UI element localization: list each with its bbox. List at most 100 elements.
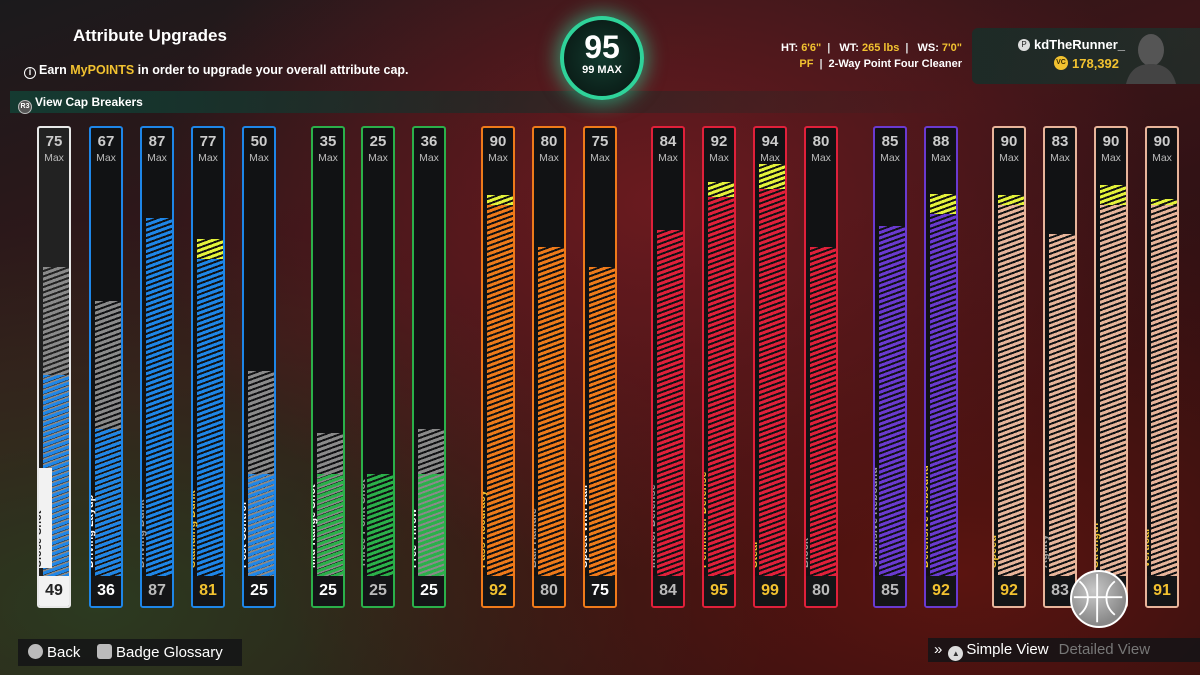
- attribute-rating-value: 25: [363, 576, 393, 606]
- attribute-cap-label: Max: [368, 152, 388, 164]
- attribute-cap-value: 87: [148, 133, 166, 150]
- attribute-rating-bar: [759, 188, 785, 578]
- attribute-column-defensive-rebound[interactable]: 88 Max Defensive Rebound 92: [924, 126, 958, 608]
- attribute-cap-value: 83: [1051, 133, 1069, 150]
- attribute-rating-value: 81: [193, 576, 223, 606]
- simple-view-tab[interactable]: Simple View: [966, 641, 1049, 658]
- attribute-cap-value: 67: [97, 133, 115, 150]
- view-cap-breakers-button[interactable]: R3 View Cap Breakers: [10, 91, 1200, 114]
- attribute-rating-value: 91: [1147, 576, 1177, 606]
- attribute-cap-value: 25: [369, 133, 387, 150]
- attribute-cap-label: Max: [999, 152, 1019, 164]
- attribute-cap-value: 36: [420, 133, 438, 150]
- attribute-rating-bar: [708, 196, 734, 578]
- attribute-rating-bar: [879, 225, 905, 578]
- detailed-view-tab[interactable]: Detailed View: [1058, 641, 1151, 658]
- attribute-rating-value: 75: [585, 576, 615, 606]
- attribute-column-standing-dunk[interactable]: 77 Max Standing Dunk 81: [191, 126, 225, 608]
- attribute-column-close-shot[interactable]: 75 Max Close Shot 49: [37, 126, 71, 608]
- attribute-column-perimeter-defense[interactable]: 92 Max Perimeter Defense 95: [702, 126, 736, 608]
- attribute-column-driving-layup[interactable]: 67 Max Driving Layup 36: [89, 126, 123, 608]
- attribute-cap-label: Max: [249, 152, 269, 164]
- attribute-rating-bar: [487, 205, 513, 578]
- attribute-column-block[interactable]: 80 Max Block 80: [804, 126, 838, 608]
- attribute-cap-label: Max: [539, 152, 559, 164]
- attribute-cap-label: Max: [880, 152, 900, 164]
- attribute-column-ball-handle[interactable]: 80 Max Ball Handle 80: [532, 126, 566, 608]
- attribute-rating-value: 25: [313, 576, 343, 606]
- attribute-upgrade-bar: [487, 195, 513, 206]
- avatar-icon: [1126, 34, 1176, 84]
- attribute-cap-value: 50: [250, 133, 268, 150]
- attribute-cap-label: Max: [590, 152, 610, 164]
- attribute-rating-bar: [810, 246, 836, 578]
- attribute-rating-bar: [998, 205, 1024, 578]
- attribute-name: Perimeter Defense: [702, 471, 709, 568]
- attribute-name: Driving Dunk: [140, 499, 147, 568]
- attribute-rating-value: 92: [483, 576, 513, 606]
- attribute-column-driving-dunk[interactable]: 87 Max Driving Dunk 87: [140, 126, 174, 608]
- attribute-rating-bar: [589, 267, 615, 578]
- attribute-name: Driving Layup: [89, 494, 96, 568]
- attribute-column-offensive-rebound[interactable]: 85 Max Offensive Rebound 85: [873, 126, 907, 608]
- attribute-cap-value: 75: [591, 133, 609, 150]
- attribute-rating-bar: [146, 217, 172, 578]
- attribute-name: Vertical: [1145, 528, 1152, 568]
- attribute-column-pass-accuracy[interactable]: 90 Max Pass Accuracy 92: [481, 126, 515, 608]
- attribute-rating-value: 80: [534, 576, 564, 606]
- gamertag: kdTheRunner_: [1034, 37, 1126, 52]
- attribute-name: Offensive Rebound: [873, 467, 880, 568]
- attribute-rating-value: 95: [704, 576, 734, 606]
- attribute-name: Close Shot: [39, 468, 52, 568]
- player-physicals: HT: 6'6" | WT: 265 lbs | WS: 7'0" PF | 2-Way…: [781, 42, 962, 70]
- badge-glossary-button[interactable]: Badge Glossary: [97, 644, 223, 661]
- attribute-column-speed[interactable]: 90 Max Speed 92: [992, 126, 1026, 608]
- attribute-cap-value: 94: [761, 133, 779, 150]
- attribute-column-strength[interactable]: 90MaxStrength94: [1094, 126, 1128, 608]
- attribute-name: Steal: [753, 541, 760, 568]
- attribute-column-three-point-shot[interactable]: 25 Max Three-Point Shot 25: [361, 126, 395, 608]
- attribute-rating-bar: [657, 230, 683, 578]
- wingspan-value: 7'0": [941, 42, 962, 54]
- attribute-rating-bar: [418, 474, 444, 578]
- attribute-column-mid-range-shot[interactable]: 35 Max Mid-Range Shot 25: [311, 126, 345, 608]
- view-toggle: » ▲ Simple View Detailed View: [928, 638, 1200, 662]
- page-title: Attribute Upgrades: [73, 26, 227, 45]
- attribute-name: Agility: [1043, 534, 1050, 568]
- attribute-column-speed-with-ball[interactable]: 75 Max Speed With Ball 75: [583, 126, 617, 608]
- attribute-column-agility[interactable]: 83 Max Agility 83: [1043, 126, 1077, 608]
- footer-left: Back Badge Glossary: [18, 639, 242, 666]
- attribute-cap-value: 88: [932, 133, 950, 150]
- vc-balance: 178,392: [1072, 56, 1119, 71]
- attribute-upgrade-bar: [930, 193, 956, 214]
- attribute-rating-value: 49: [39, 576, 69, 606]
- playstation-icon: P: [1018, 39, 1030, 51]
- attribute-column-free-throw[interactable]: 36 Max Free Throw 25: [412, 126, 446, 608]
- attribute-cap-value: 77: [199, 133, 217, 150]
- attribute-cap-label: Max: [931, 152, 951, 164]
- attribute-name: Mid-Range Shot: [311, 484, 318, 568]
- archetype-value: 2-Way Point Four Cleaner: [828, 58, 962, 70]
- attribute-name: Strength: [1094, 522, 1101, 568]
- position-value: PF: [799, 58, 814, 70]
- attribute-cap-label: Max: [198, 152, 218, 164]
- overall-rating: 95: [584, 29, 620, 65]
- basketball-icon: [1070, 570, 1128, 628]
- attribute-cap-label: Max: [1152, 152, 1172, 164]
- height-value: 6'6": [801, 42, 822, 54]
- attribute-name: Block: [804, 538, 811, 568]
- attribute-column-interior-defense[interactable]: 84 Max Interior Defense 84: [651, 126, 685, 608]
- attribute-column-post-control[interactable]: 50 Max Post Control 25: [242, 126, 276, 608]
- overall-max: 99 MAX: [582, 64, 622, 76]
- attribute-cap-label: Max: [318, 152, 338, 164]
- back-button[interactable]: Back: [28, 644, 80, 661]
- mypoints-highlight: MyPOINTS: [70, 63, 135, 77]
- attribute-cap-value: 90: [1153, 133, 1171, 150]
- attribute-column-vertical[interactable]: 90 Max Vertical 91: [1145, 126, 1179, 608]
- circle-button-icon: [28, 644, 43, 659]
- attribute-rating-value: 80: [806, 576, 836, 606]
- attribute-name: Speed With Ball: [583, 484, 590, 568]
- attribute-name: Defensive Rebound: [924, 465, 931, 568]
- attribute-name: Speed: [992, 534, 999, 568]
- attribute-column-steal[interactable]: 94 Max Steal 99: [753, 126, 787, 608]
